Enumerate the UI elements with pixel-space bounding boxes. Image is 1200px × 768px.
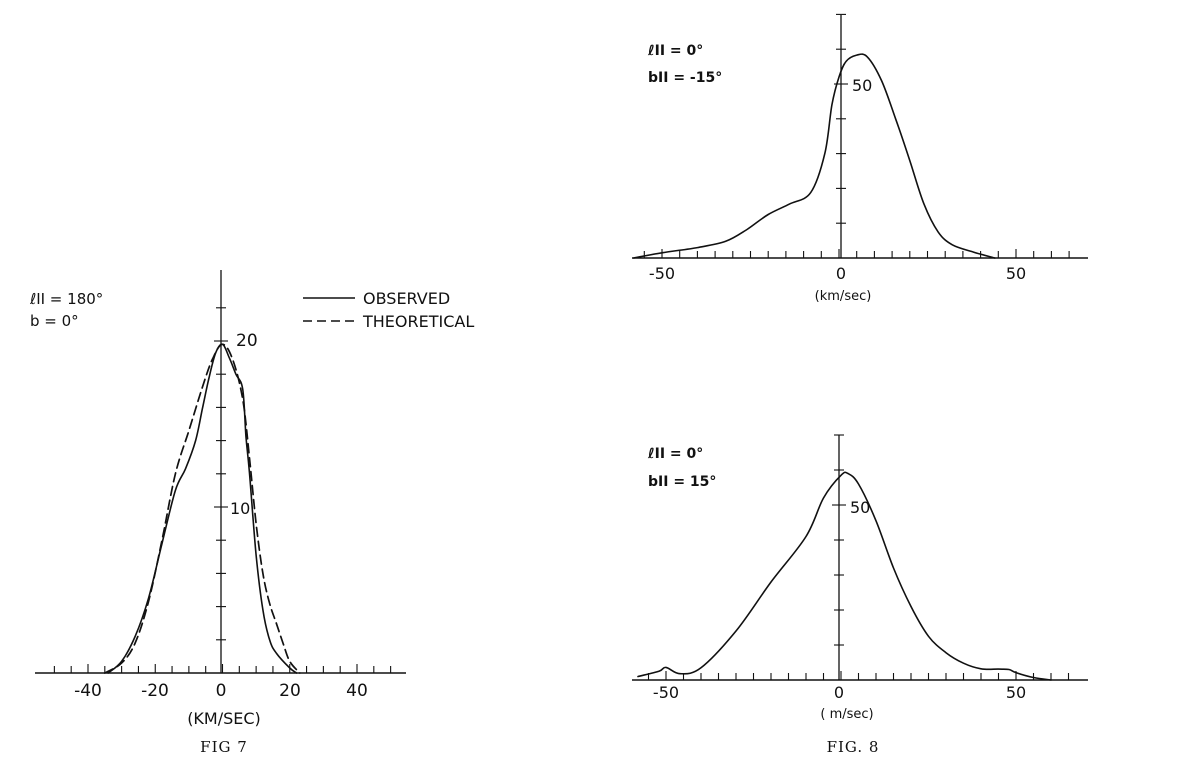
fig7-longitude-annotation: ℓII = 180° xyxy=(29,290,103,308)
fig8-bottom-tick-label-x: 0 xyxy=(834,683,844,702)
fig7-theoretical-line xyxy=(103,343,301,674)
fig8-bottom-tick-label-y: 50 xyxy=(850,498,870,517)
fig8-top-latitude-annotation: bII = -15° xyxy=(648,70,722,86)
fig8-top-tick-label-x: 0 xyxy=(836,264,846,283)
fig7-x-axis-label: (KM/SEC) xyxy=(187,709,261,728)
fig8-caption: FIG. 8 xyxy=(827,738,880,756)
fig7-caption: FIG 7 xyxy=(200,738,248,756)
fig8-top-tick-label-x: -50 xyxy=(649,264,675,283)
legend-observed-label: OBSERVED xyxy=(363,289,450,308)
fig7-latitude-annotation: b = 0° xyxy=(30,312,79,330)
fig7-tick-label-x: 40 xyxy=(346,681,368,701)
fig7-tick-label-y: 10 xyxy=(230,499,250,518)
fig8-top-profile-line xyxy=(632,53,996,259)
fig7-tick-label-x: -20 xyxy=(141,681,169,701)
fig8-top-tick-label-x: 50 xyxy=(1006,264,1026,283)
fig8-bottom-tick-label-x: -50 xyxy=(653,683,679,702)
fig8-bottom-x-axis-label: ( m/sec) xyxy=(820,707,873,722)
fig8-top-plot: -50 0 50 50 (km/sec) ℓII = 0° bII = -15° xyxy=(632,13,1088,304)
fig8-bottom-plot: -50 0 50 50 ( m/sec) FIG. 8 ℓII = 0° bII… xyxy=(632,434,1088,756)
fig7-tick-label-y: 20 xyxy=(236,331,258,351)
fig8-bottom-latitude-annotation: bII = 15° xyxy=(648,474,716,490)
fig7-observed-line xyxy=(107,343,298,674)
fig8-top-longitude-annotation: ℓII = 0° xyxy=(647,43,703,59)
fig8-bottom-profile-line xyxy=(637,471,1052,681)
fig7-tick-label-x: 20 xyxy=(279,681,301,701)
fig8-bottom-tick-label-x: 50 xyxy=(1006,683,1026,702)
legend-theoretical-label: THEORETICAL xyxy=(362,312,474,331)
fig8-top-x-axis-label: (km/sec) xyxy=(815,289,872,304)
fig8-bottom-longitude-annotation: ℓII = 0° xyxy=(647,446,703,462)
fig7-tick-label-x: 0 xyxy=(216,681,227,701)
fig7-plot: -40 -20 0 20 40 10 20 (KM/SEC) FIG 7 ℓII… xyxy=(29,270,474,756)
fig7-tick-label-x: -40 xyxy=(74,681,102,701)
fig8-top-tick-label-y: 50 xyxy=(852,76,872,95)
